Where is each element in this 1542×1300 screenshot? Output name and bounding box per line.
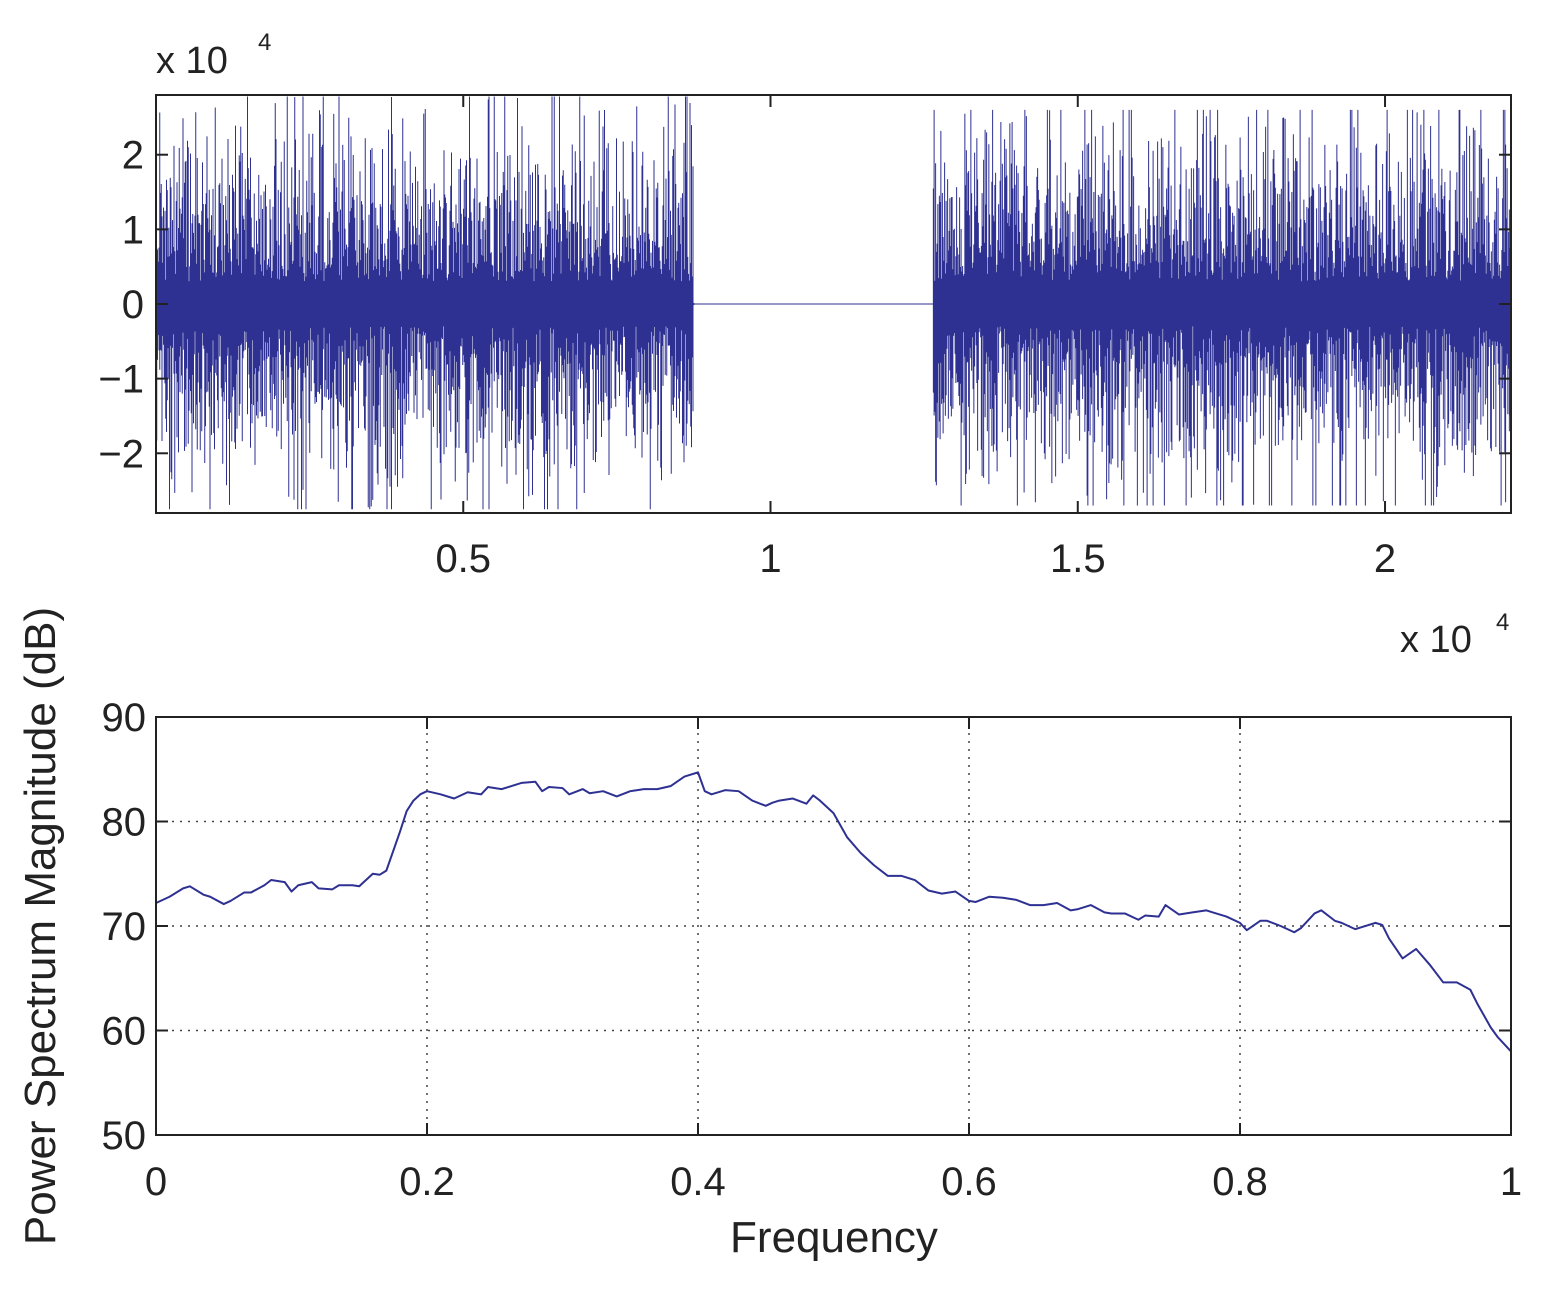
spectrum-y-tick-label: 60 [102, 1010, 147, 1054]
waveform-y-scale-label: x 10 [156, 40, 228, 82]
spectrum-y-tick-label: 80 [102, 801, 147, 845]
waveform-y-tick-label: 1 [122, 208, 144, 252]
spectrum-y-ticks: 50 60 70 80 90 [102, 696, 1511, 1158]
waveform-y-scale-exponent: 4 [258, 29, 271, 56]
spectrum-x-axis-label: Frequency [730, 1213, 938, 1262]
spectrum-x-tick-label: 1 [1500, 1160, 1522, 1204]
spectrum-y-tick-label: 50 [102, 1114, 147, 1158]
spectrum-x-tick-label: 0.2 [399, 1160, 455, 1204]
waveform-y-tick-label: −2 [98, 432, 144, 476]
spectrum-x-tick-label: 0.6 [941, 1160, 997, 1204]
spectrum-grid [156, 717, 1511, 1135]
waveform-y-tick-label: −1 [98, 358, 144, 402]
waveform-x-tick-label: 1 [759, 537, 781, 581]
waveform-y-tick-label: 2 [122, 134, 144, 178]
waveform-x-ticks: 0.5 1 1.5 2 [435, 95, 1396, 581]
spectrum-x-ticks: 0 0.2 0.4 0.6 0.8 1 [145, 717, 1522, 1204]
waveform-x-tick-label: 2 [1374, 537, 1396, 581]
waveform-x-scale-factor: x 10 4 [1400, 609, 1509, 661]
spectrum-x-tick-label: 0 [145, 1160, 167, 1204]
waveform-y-scale-factor: x 10 4 [156, 29, 271, 82]
spectrum-y-tick-label: 70 [102, 905, 147, 949]
waveform-y-tick-label: 0 [122, 283, 144, 327]
spectrum-y-axis-label: Power Spectrum Magnitude (dB) [16, 607, 65, 1245]
spectrum-y-tick-label: 90 [102, 696, 147, 740]
waveform-x-tick-label: 0.5 [435, 537, 491, 581]
spectrum-x-tick-label: 0.4 [670, 1160, 726, 1204]
waveform-plot: −2 −1 0 1 2 0.5 1 1.5 2 x 10 4 x 10 4 [98, 29, 1512, 661]
waveform-x-scale-label: x 10 [1400, 619, 1472, 661]
spectrum-series-line [155, 771, 1512, 1053]
spectrum-x-tick-label: 0.8 [1212, 1160, 1268, 1204]
spectrum-plot: 50 60 70 80 90 0 0.2 0.4 0.6 0.8 1 Frequency Powe… [16, 607, 1522, 1262]
waveform-x-scale-exponent: 4 [1496, 609, 1509, 636]
waveform-x-tick-label: 1.5 [1050, 537, 1106, 581]
waveform-y-ticks: −2 −1 0 1 2 [98, 134, 1511, 476]
